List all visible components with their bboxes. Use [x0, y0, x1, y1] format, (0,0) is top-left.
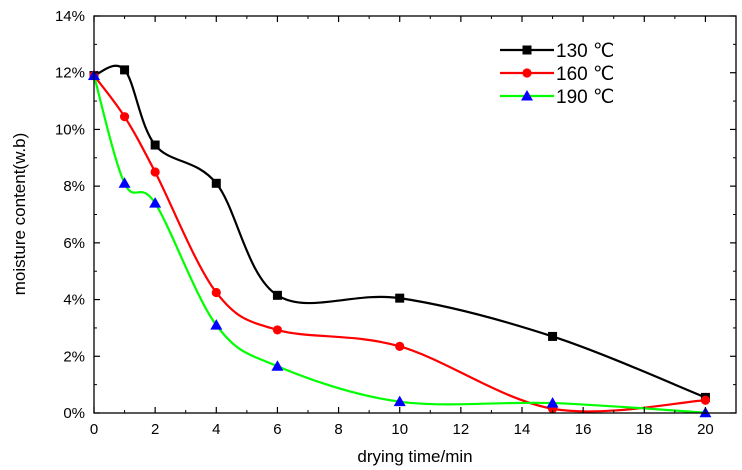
x-tick-label: 20 — [697, 421, 714, 438]
axis-ticks: 0 2 4 6 8 10 12 14 16 18 20 0% 2% 4% 6% 8% 10% 12% 14% — [55, 8, 736, 438]
data-point — [120, 65, 130, 75]
data-point — [395, 341, 405, 351]
series-0 — [89, 64, 710, 402]
data-point — [119, 112, 130, 122]
y-tick-label: 12% — [55, 65, 85, 82]
data-point — [393, 395, 406, 407]
x-tick-label: 16 — [575, 421, 592, 438]
x-tick-label: 2 — [151, 421, 159, 438]
x-tick-label: 18 — [636, 421, 653, 438]
data-point — [548, 331, 558, 341]
legend-label: 160 ℃ — [556, 64, 614, 85]
x-tick-label: 12 — [453, 421, 470, 438]
series-line — [92, 75, 706, 414]
series-line — [93, 74, 706, 413]
y-tick-label: 14% — [55, 8, 85, 25]
data-point — [272, 325, 283, 335]
plot-area — [88, 64, 712, 418]
y-tick-label: 8% — [63, 178, 85, 195]
y-tick-label: 2% — [63, 348, 85, 365]
legend-entry: 160 ℃ — [500, 64, 614, 85]
data-point — [272, 290, 282, 300]
x-tick-label: 4 — [212, 421, 220, 438]
x-tick-label: 10 — [391, 421, 408, 438]
data-point — [700, 395, 711, 405]
legend-entry: 130 ℃ — [500, 41, 614, 62]
data-point — [150, 140, 160, 150]
data-point — [149, 197, 162, 208]
legend-marker — [522, 45, 532, 55]
x-tick-label: 0 — [90, 421, 98, 438]
legend-label: 130 ℃ — [556, 41, 614, 62]
y-tick-label: 0% — [63, 405, 85, 422]
x-tick-label: 14 — [514, 421, 531, 438]
data-point — [211, 287, 221, 298]
y-tick-label: 6% — [63, 235, 85, 252]
series-2 — [88, 69, 712, 418]
legend-marker — [522, 68, 532, 78]
legend-marker — [521, 90, 533, 101]
y-axis-title: moisture content(w.b) — [10, 133, 29, 296]
data-point — [271, 360, 284, 371]
legend-label: 190 ℃ — [556, 87, 614, 108]
series-1 — [89, 70, 711, 414]
x-tick-label: 6 — [273, 421, 281, 438]
legend-entry: 190 ℃ — [500, 87, 614, 108]
data-point — [546, 397, 559, 408]
data-point — [395, 293, 405, 303]
y-tick-label: 4% — [63, 292, 85, 309]
data-point — [118, 177, 131, 188]
x-axis-title: drying time/min — [357, 447, 472, 466]
x-tick-label: 8 — [334, 421, 342, 438]
plot-frame — [93, 15, 737, 414]
data-point — [150, 167, 160, 177]
data-point — [210, 319, 223, 330]
y-tick-label: 10% — [55, 121, 85, 138]
data-point — [211, 178, 221, 188]
